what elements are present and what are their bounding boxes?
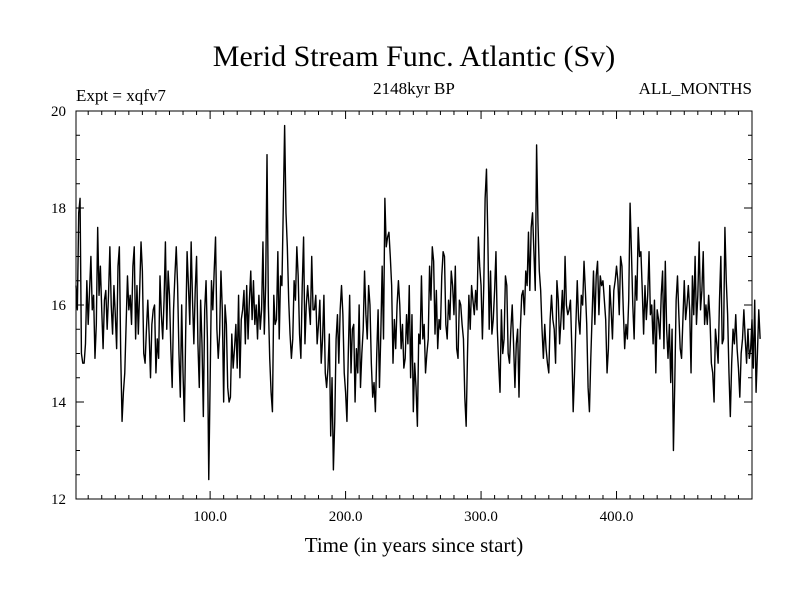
x-tick-label: 100.0 bbox=[193, 509, 227, 525]
series-line bbox=[75, 124, 761, 481]
y-tick-label: 18 bbox=[51, 201, 66, 217]
y-tick-label: 12 bbox=[51, 492, 66, 508]
axis-tick-labels: 100.0 200.0 300.0 400.0 12 14 16 18 20 bbox=[51, 104, 633, 525]
y-tick-label: 14 bbox=[51, 395, 67, 411]
experiment-label: Expt = xqfv7 bbox=[76, 86, 166, 105]
x-tick-label: 300.0 bbox=[464, 509, 498, 525]
x-tick-label: 400.0 bbox=[600, 509, 634, 525]
axis-ticks bbox=[76, 110, 752, 500]
y-tick-label: 16 bbox=[51, 298, 67, 314]
chart-title: Merid Stream Func. Atlantic (Sv) bbox=[213, 40, 615, 73]
period-label: 2148kyr BP bbox=[373, 79, 455, 98]
plot-frame bbox=[75, 110, 753, 500]
x-tick-label: 200.0 bbox=[329, 509, 363, 525]
months-label: ALL_MONTHS bbox=[639, 79, 752, 98]
x-axis-label: Time (in years since start) bbox=[305, 533, 524, 557]
y-tick-label: 20 bbox=[51, 104, 66, 120]
